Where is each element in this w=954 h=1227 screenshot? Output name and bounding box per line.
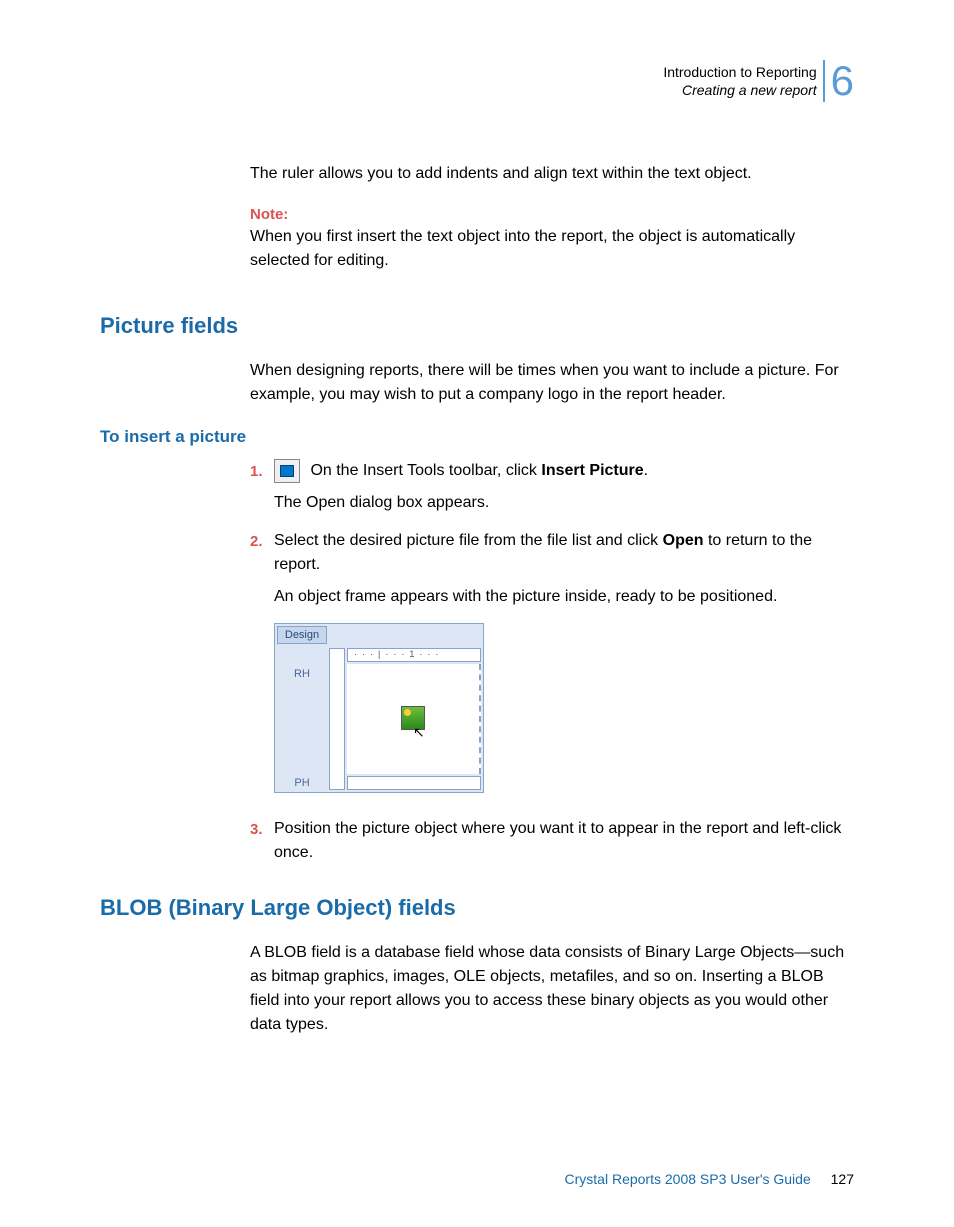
step-2-text-prefix: Select the desired picture file from the…	[274, 532, 663, 549]
insert-picture-heading: To insert a picture	[100, 427, 854, 447]
design-ph-label: PH	[278, 777, 326, 789]
step-3-body: Position the picture object where you wa…	[274, 817, 854, 865]
step-2-number: 2.	[250, 529, 274, 550]
blob-heading: BLOB (Binary Large Object) fields	[100, 895, 854, 921]
footer-title: Crystal Reports 2008 SP3 User's Guide	[565, 1171, 811, 1187]
design-rh-label: RH	[278, 668, 326, 680]
design-horizontal-ruler: ···|···1···	[347, 648, 481, 662]
step-1-bold: Insert Picture	[541, 462, 643, 479]
step-1-body: On the Insert Tools toolbar, click Inser…	[274, 459, 854, 483]
chapter-number: 6	[823, 60, 854, 102]
step-1-text-prefix: On the Insert Tools toolbar, click	[306, 462, 541, 479]
step-1-text-suffix: .	[644, 462, 648, 479]
note-label: Note:	[250, 206, 854, 223]
cursor-icon: ↖	[413, 724, 425, 741]
footer-page-number: 127	[831, 1171, 854, 1187]
note-body: When you first insert the text object in…	[250, 225, 854, 273]
step-3: 3. Position the picture object where you…	[250, 817, 854, 865]
insert-picture-icon	[274, 459, 300, 483]
design-screenshot: Design RH ···|···1··· ↖ PH	[274, 623, 484, 793]
step-2-body: Select the desired picture file from the…	[274, 529, 854, 577]
step-1: 1. On the Insert Tools toolbar, click In…	[250, 459, 854, 483]
design-ph-row	[347, 776, 481, 790]
picture-sun-icon	[404, 709, 411, 716]
design-vertical-ruler	[329, 648, 345, 790]
design-canvas: ↖	[347, 664, 481, 774]
step-3-number: 3.	[250, 817, 274, 838]
ruler-description: The ruler allows you to add indents and …	[250, 162, 854, 186]
step-2-bold: Open	[663, 532, 704, 549]
blob-body: A BLOB field is a database field whose d…	[250, 941, 854, 1037]
design-tab: Design	[277, 626, 327, 644]
header-title: Introduction to Reporting	[663, 63, 816, 81]
step-2-result: An object frame appears with the picture…	[274, 585, 854, 609]
header-subtitle: Creating a new report	[663, 81, 816, 99]
header-text-block: Introduction to Reporting Creating a new…	[663, 63, 816, 99]
page-header: Introduction to Reporting Creating a new…	[100, 60, 854, 102]
picture-fields-heading: Picture fields	[100, 313, 854, 339]
picture-fields-intro: When designing reports, there will be ti…	[250, 359, 854, 407]
step-1-result: The Open dialog box appears.	[274, 491, 854, 515]
page-footer: Crystal Reports 2008 SP3 User's Guide 12…	[565, 1171, 854, 1187]
step-2: 2. Select the desired picture file from …	[250, 529, 854, 577]
step-1-number: 1.	[250, 459, 274, 480]
